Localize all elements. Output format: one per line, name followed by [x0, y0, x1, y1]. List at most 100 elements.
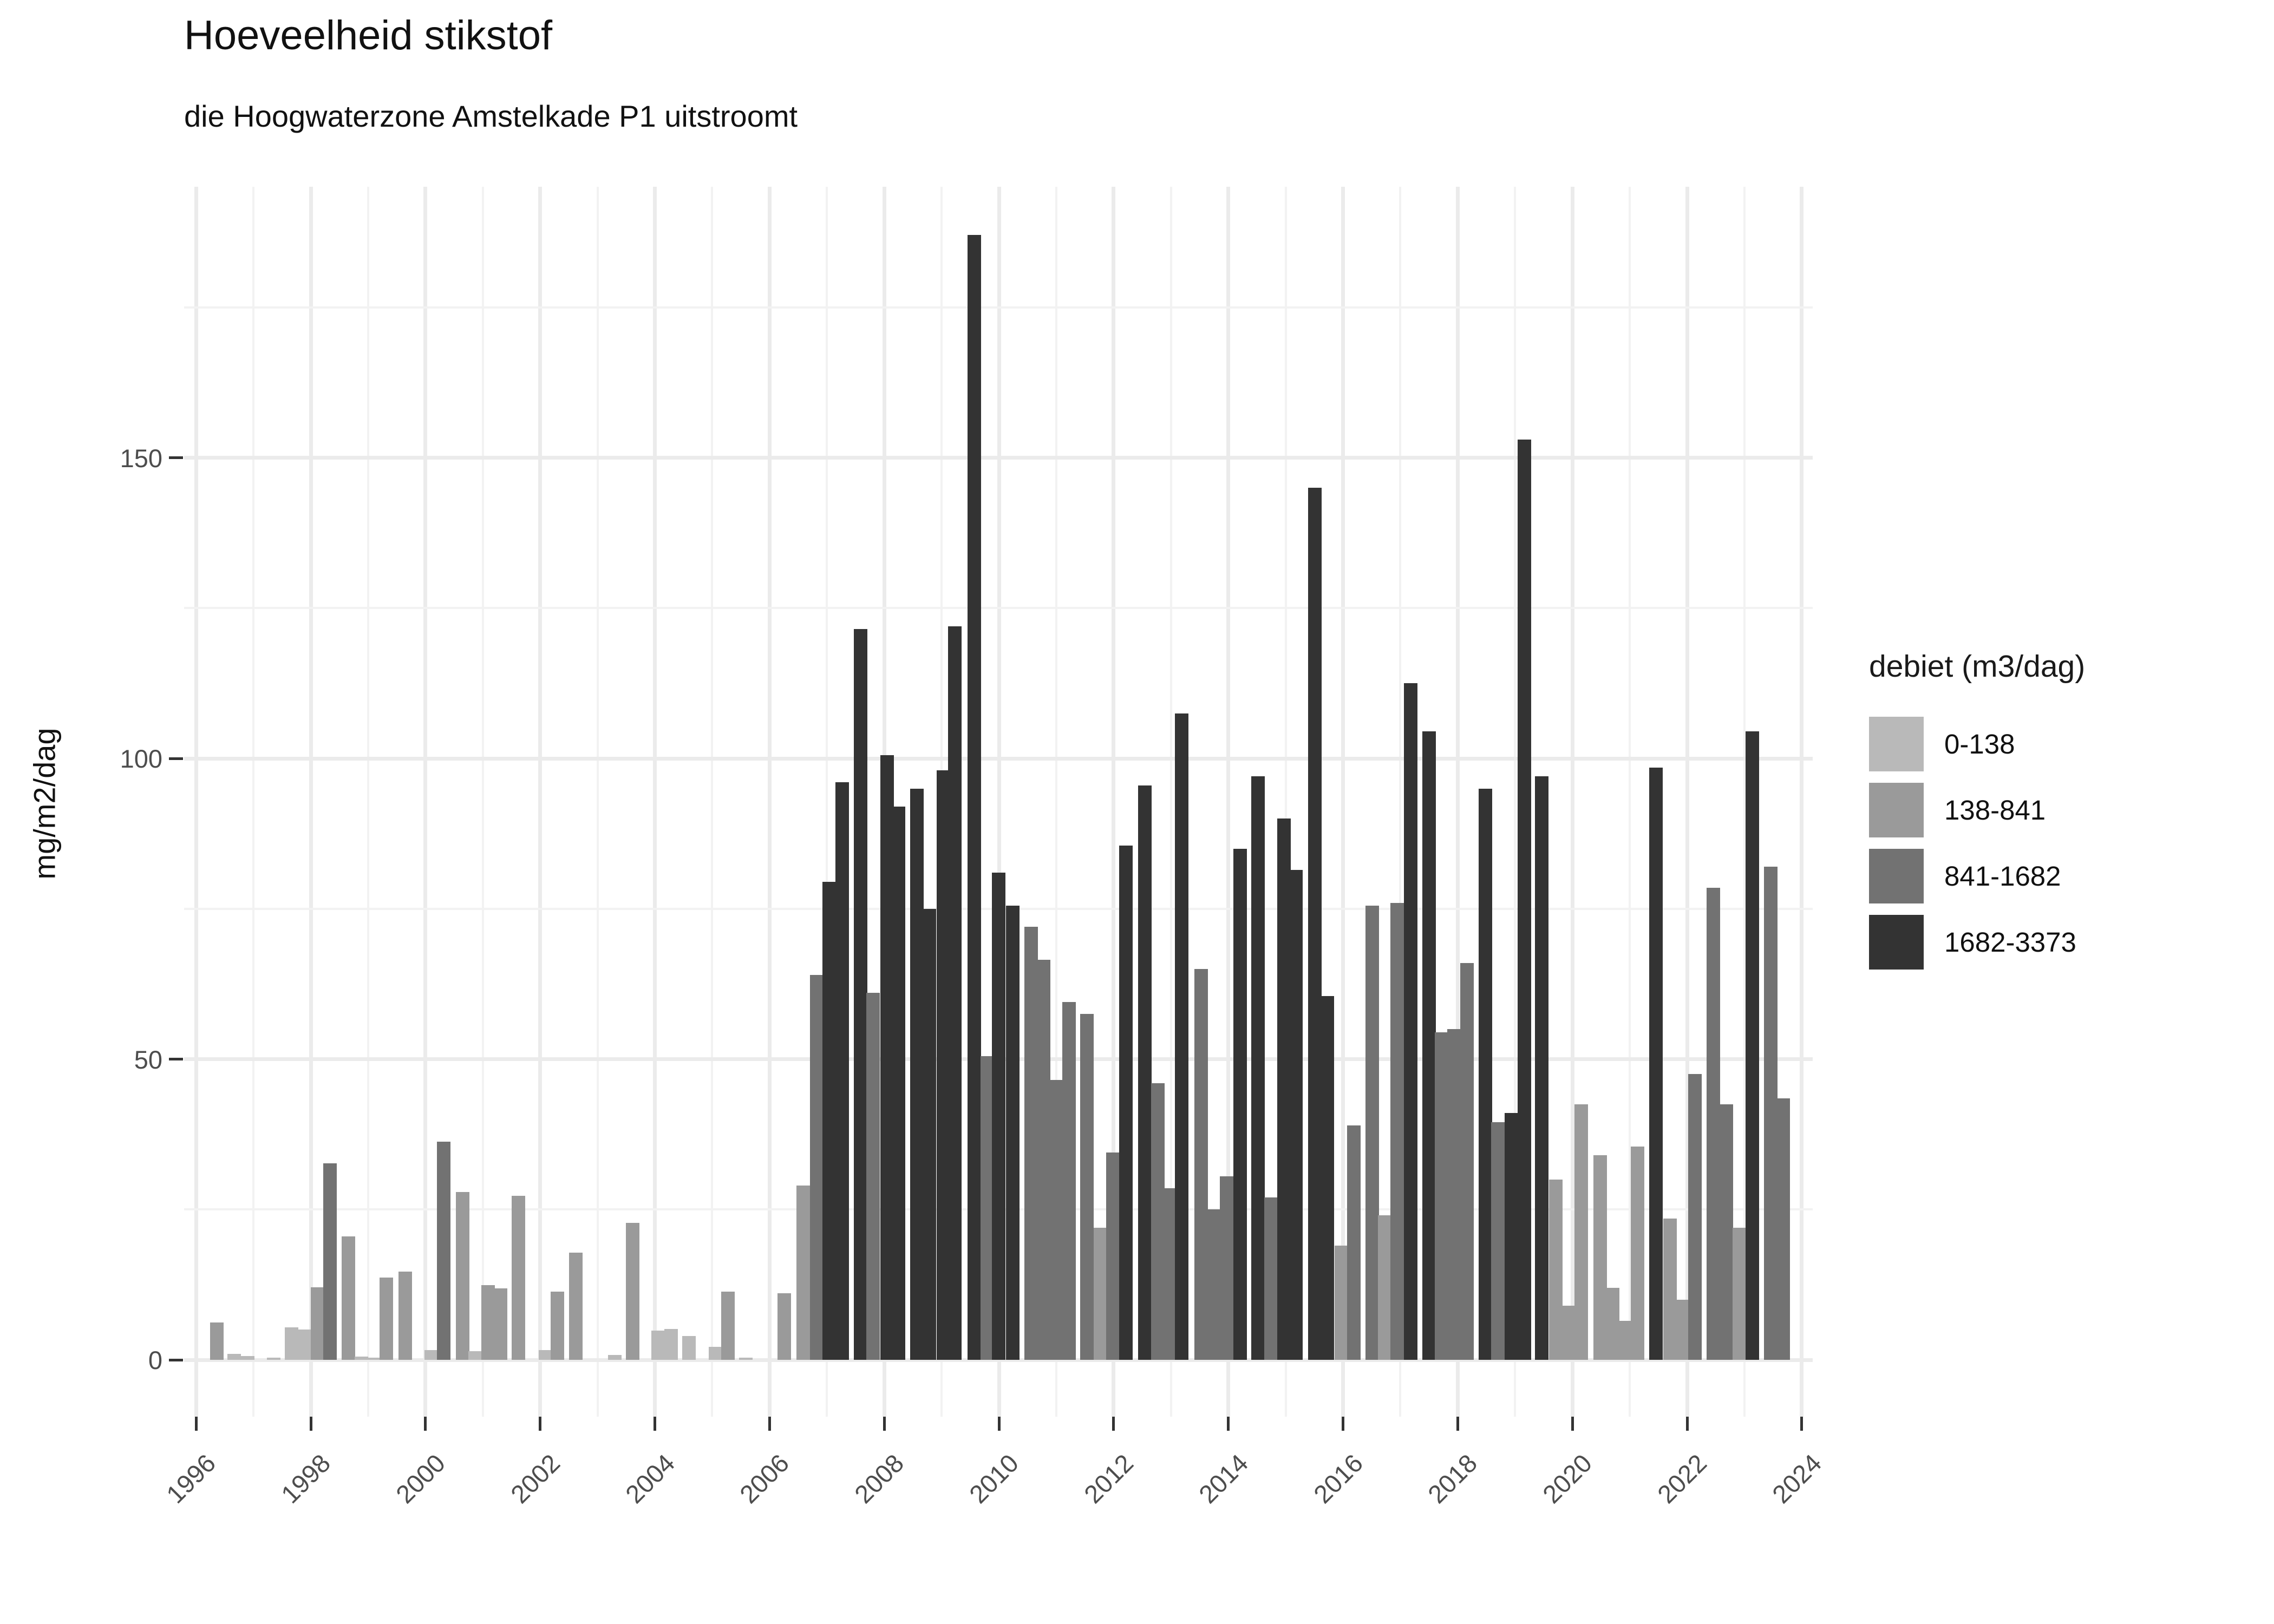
bar — [910, 788, 924, 1360]
legend-row: 138-841 — [1869, 783, 2085, 837]
bar — [1151, 1083, 1165, 1360]
bar — [1720, 1104, 1734, 1360]
bar — [437, 1141, 451, 1360]
gridline-x-major — [1455, 187, 1460, 1417]
gridline-x-minor — [826, 187, 828, 1417]
y-tick — [169, 757, 183, 760]
bar — [511, 1195, 525, 1360]
bar — [1491, 1122, 1505, 1360]
x-tick — [1685, 1417, 1689, 1431]
bar — [809, 974, 824, 1360]
bar — [1175, 713, 1189, 1360]
bar — [1619, 1320, 1632, 1360]
bar — [1219, 1176, 1233, 1360]
bar — [1062, 1001, 1076, 1360]
x-tick — [1571, 1417, 1574, 1431]
bar — [1631, 1146, 1645, 1360]
gridline-x-major — [423, 187, 428, 1417]
bar — [1707, 887, 1721, 1360]
bar — [323, 1163, 337, 1360]
legend-swatch — [1869, 783, 1924, 837]
legend: debiet (m3/dag) 0-138 138-841 841-1682 1682… — [1869, 649, 2085, 981]
gridline-x-major — [997, 187, 1001, 1417]
x-tick — [1342, 1417, 1345, 1431]
bar — [1663, 1218, 1677, 1360]
bar — [368, 1357, 382, 1360]
bar — [1478, 788, 1492, 1360]
gridline-x-minor — [1284, 187, 1287, 1417]
bar — [380, 1277, 394, 1360]
bar — [1732, 1227, 1746, 1360]
bar — [240, 1356, 254, 1360]
bar — [1435, 1032, 1449, 1360]
bar — [1308, 488, 1322, 1360]
bar — [777, 1293, 792, 1360]
y-tick-label: 50 — [134, 1045, 162, 1074]
y-tick-label: 100 — [120, 744, 162, 773]
bar — [1776, 1098, 1791, 1360]
bar — [550, 1292, 564, 1360]
bar — [1119, 846, 1133, 1360]
bar — [607, 1355, 622, 1360]
gridline-x-minor — [367, 187, 369, 1417]
chart-title: Hoeveelheid stikstof — [184, 12, 553, 58]
bar — [1347, 1125, 1361, 1360]
bar — [948, 626, 962, 1360]
gridline-y-major — [184, 756, 1813, 761]
gridline-y-minor — [184, 607, 1813, 610]
bar — [1080, 1014, 1094, 1360]
bar — [468, 1351, 482, 1360]
legend-swatch — [1869, 915, 1924, 970]
gridline-x-minor — [1399, 187, 1402, 1417]
bar — [210, 1322, 224, 1360]
bar — [1106, 1152, 1120, 1360]
legend-row: 1682-3373 — [1869, 915, 2085, 970]
bar — [1605, 1287, 1619, 1360]
bar — [854, 629, 868, 1360]
bar — [311, 1287, 325, 1360]
bar — [1390, 902, 1404, 1360]
gridline-x-major — [1226, 187, 1231, 1417]
bar — [456, 1192, 470, 1360]
bar — [981, 1056, 995, 1360]
bar — [880, 755, 894, 1360]
bar — [1036, 960, 1050, 1360]
bar — [891, 806, 905, 1360]
bar — [1093, 1227, 1107, 1360]
bar — [664, 1329, 678, 1360]
bar — [1649, 767, 1663, 1360]
bar — [481, 1285, 495, 1360]
legend-label: 841-1682 — [1944, 861, 2061, 892]
y-tick — [169, 1058, 183, 1060]
gridline-x-minor — [1514, 187, 1517, 1417]
bar — [266, 1357, 280, 1360]
bar — [1206, 1209, 1220, 1360]
x-tick — [654, 1417, 657, 1431]
x-tick — [1112, 1417, 1115, 1431]
x-tick — [997, 1417, 1001, 1431]
bar — [739, 1357, 753, 1360]
gridline-x-major — [1112, 187, 1116, 1417]
x-tick — [1800, 1417, 1803, 1431]
bar — [297, 1330, 311, 1360]
bar — [682, 1335, 696, 1360]
bar — [1233, 848, 1247, 1360]
gridline-x-major — [1800, 187, 1804, 1417]
gridline-x-major — [309, 187, 313, 1417]
bar — [1289, 869, 1303, 1360]
gridline-x-minor — [1169, 187, 1172, 1417]
bar — [1334, 1245, 1348, 1360]
plot-panel — [184, 187, 1813, 1417]
bar — [1548, 1179, 1563, 1360]
bar — [1164, 1188, 1178, 1360]
y-tick — [169, 1358, 183, 1361]
bar — [709, 1346, 723, 1360]
bar — [424, 1350, 438, 1360]
bar — [721, 1292, 735, 1360]
bar — [227, 1353, 241, 1360]
bar — [1264, 1197, 1278, 1360]
bar — [1688, 1074, 1702, 1360]
bar — [1321, 996, 1335, 1360]
legend-label: 0-138 — [1944, 729, 2015, 759]
bar — [796, 1185, 811, 1360]
